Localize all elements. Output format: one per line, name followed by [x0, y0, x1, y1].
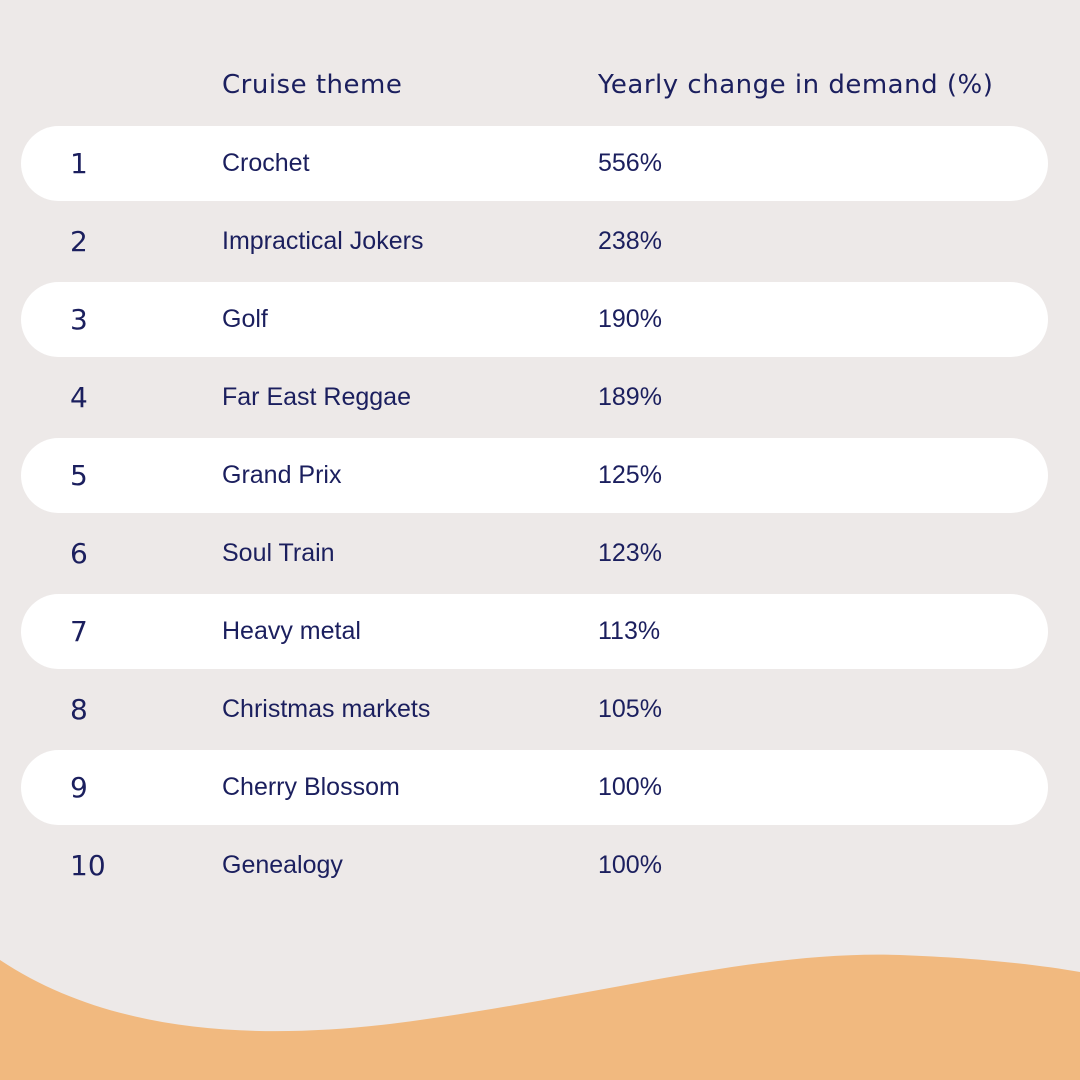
theme-cell: Heavy metal	[222, 617, 361, 645]
table-row: 7 Heavy metal 113%	[21, 594, 1048, 669]
demand-change-cell: 123%	[598, 539, 662, 567]
rank-cell: 2	[70, 225, 88, 258]
table-row: 3 Golf 190%	[21, 282, 1048, 357]
table-header-row: Cruise theme Yearly change in demand (%)	[0, 62, 1080, 112]
theme-cell: Far East Reggae	[222, 383, 411, 411]
rank-cell: 3	[70, 303, 88, 336]
demand-change-cell: 190%	[598, 305, 662, 333]
rank-cell: 5	[70, 459, 88, 492]
table-row: 1 Crochet 556%	[21, 126, 1048, 201]
rank-cell: 6	[70, 537, 88, 570]
demand-change-cell: 100%	[598, 851, 662, 879]
theme-cell: Genealogy	[222, 851, 343, 879]
theme-cell: Soul Train	[222, 539, 335, 567]
table-row: 6 Soul Train 123%	[21, 516, 1048, 591]
theme-cell: Golf	[222, 305, 268, 333]
yearly-change-header: Yearly change in demand (%)	[598, 70, 994, 100]
demand-change-cell: 113%	[598, 617, 661, 645]
demand-change-cell: 100%	[598, 773, 662, 801]
theme-cell: Cherry Blossom	[222, 773, 400, 801]
table-row: 4 Far East Reggae 189%	[21, 360, 1048, 435]
table-row: 9 Cherry Blossom 100%	[21, 750, 1048, 825]
table-row: 5 Grand Prix 125%	[21, 438, 1048, 513]
rank-cell: 7	[70, 615, 88, 648]
table-body: 1 Crochet 556% 2 Impractical Jokers 238% 3 Golf…	[0, 126, 1080, 906]
rank-cell: 4	[70, 381, 88, 414]
demand-change-cell: 556%	[598, 149, 662, 177]
demand-change-cell: 238%	[598, 227, 662, 255]
decorative-wave	[0, 954, 1080, 1080]
cruise-theme-header: Cruise theme	[222, 70, 403, 100]
wave-shape	[0, 954, 1080, 1080]
table-row: 2 Impractical Jokers 238%	[21, 204, 1048, 279]
rank-cell: 1	[70, 147, 88, 180]
theme-cell: Impractical Jokers	[222, 227, 424, 255]
rank-cell: 10	[70, 849, 106, 882]
table-row: 8 Christmas markets 105%	[21, 672, 1048, 747]
demand-change-cell: 125%	[598, 461, 662, 489]
table-row: 10 Genealogy 100%	[21, 828, 1048, 903]
rank-cell: 9	[70, 771, 88, 804]
rank-cell: 8	[70, 693, 88, 726]
demand-change-cell: 189%	[598, 383, 662, 411]
theme-cell: Grand Prix	[222, 461, 342, 489]
demand-change-cell: 105%	[598, 695, 662, 723]
theme-cell: Crochet	[222, 149, 310, 177]
theme-cell: Christmas markets	[222, 695, 431, 723]
